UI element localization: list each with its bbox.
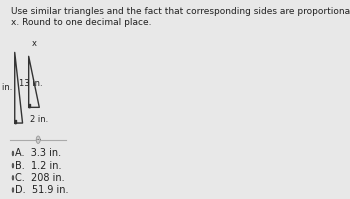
Text: 13 in.: 13 in. bbox=[19, 79, 43, 88]
Text: B.  1.2 in.: B. 1.2 in. bbox=[15, 161, 62, 171]
Text: D.  51.9 in.: D. 51.9 in. bbox=[15, 185, 69, 195]
Text: 8 in.: 8 in. bbox=[0, 83, 12, 92]
Text: 2 in.: 2 in. bbox=[30, 115, 48, 124]
Text: A.  3.3 in.: A. 3.3 in. bbox=[15, 148, 61, 158]
Text: x: x bbox=[32, 39, 36, 49]
Text: ···: ··· bbox=[35, 137, 42, 143]
Ellipse shape bbox=[36, 136, 40, 143]
Text: C.  208 in.: C. 208 in. bbox=[15, 173, 65, 183]
Text: Use similar triangles and the fact that corresponding sides are proportional to : Use similar triangles and the fact that … bbox=[12, 7, 350, 27]
